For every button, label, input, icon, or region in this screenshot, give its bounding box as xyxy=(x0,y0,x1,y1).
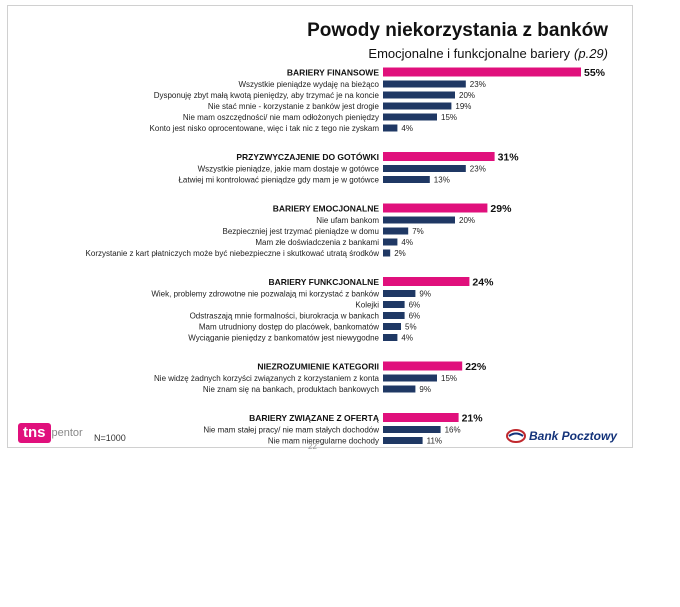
item-label: Nie stać mnie - korzystanie z banków jes… xyxy=(208,102,380,111)
item-value-label: 11% xyxy=(427,437,442,446)
item-label: Mam złe doświadczenia z bankami xyxy=(255,238,379,247)
item-value-label: 2% xyxy=(394,249,406,258)
item-value-label: 19% xyxy=(455,102,471,111)
item-bar xyxy=(383,124,398,132)
item-bar xyxy=(383,176,430,183)
bank-logo-text: Bank Pocztowy xyxy=(529,429,618,443)
page-number: 22 xyxy=(308,442,317,451)
category-bar xyxy=(383,67,581,77)
item-bar xyxy=(383,301,405,308)
item-label: Nie znam się na bankach, produktach bank… xyxy=(203,385,379,394)
category-label: BARIERY FINANSOWE xyxy=(287,68,379,78)
item-label: Nie ufam bankom xyxy=(316,216,379,225)
item-value-label: 13% xyxy=(434,176,450,185)
category-label: BARIERY ZWIĄZANE Z OFERTĄ xyxy=(249,413,379,423)
item-bar xyxy=(383,290,416,297)
category-bar xyxy=(383,413,459,422)
item-label: Odstraszają mnie formalności, biurokracj… xyxy=(190,312,379,321)
item-value-label: 4% xyxy=(401,238,413,247)
item-bar xyxy=(383,249,391,257)
item-value-label: 4% xyxy=(401,334,413,343)
item-value-label: 4% xyxy=(401,124,413,133)
category-bar xyxy=(383,203,488,213)
item-bar xyxy=(383,437,423,444)
subtitle-text: Emocjonalne i funkcjonalne bariery xyxy=(368,46,571,61)
item-value-label: 15% xyxy=(441,113,457,122)
item-label: Korzystanie z kart płatniczych może być … xyxy=(86,249,380,258)
item-value-label: 15% xyxy=(441,374,457,383)
item-value-label: 7% xyxy=(412,227,424,236)
category-label: PRZYZWYCZAJENIE DO GOTÓWKI xyxy=(236,151,379,162)
category-bar xyxy=(383,361,463,371)
category-value-label: 31% xyxy=(498,152,520,164)
item-label: Konto jest nisko oprocentowane, więc i t… xyxy=(150,124,380,133)
item-value-label: 5% xyxy=(405,323,417,332)
category-value-label: 55% xyxy=(584,67,606,79)
item-label: Nie widzę żadnych korzyści związanych z … xyxy=(154,374,380,383)
tns-logo-tail: pentor xyxy=(51,427,83,439)
envelope-icon xyxy=(506,429,526,443)
item-bar xyxy=(383,165,466,172)
item-bar xyxy=(383,312,405,319)
item-label: Nie mam stałej pracy/ nie mam stałych do… xyxy=(203,426,379,435)
category-value-label: 22% xyxy=(465,361,487,373)
page-subtitle: Emocjonalne i funkcjonalne bariery (p.29) xyxy=(368,46,608,61)
item-bar xyxy=(383,426,441,433)
category-label: BARIERY EMOCJONALNE xyxy=(273,204,380,214)
item-bar xyxy=(383,102,452,110)
item-bar xyxy=(383,323,401,330)
tns-pentor-logo: tns pentor xyxy=(18,423,83,443)
item-bar xyxy=(383,80,466,88)
tns-logo-main: tns xyxy=(18,423,51,443)
item-label: Wszystkie pieniądze, jakie mam dostaje w… xyxy=(198,165,380,174)
item-label: Bezpieczniej jest trzymać pieniądze w do… xyxy=(222,227,379,236)
item-bar xyxy=(383,227,409,235)
item-label: Mam utrudniony dostęp do placówek, banko… xyxy=(199,323,379,332)
item-value-label: 20% xyxy=(459,91,475,100)
item-label: Wszystkie pieniądze wydaję na bieżąco xyxy=(238,80,379,89)
category-bar xyxy=(383,152,495,161)
item-label: Łatwiej mi kontrolować pieniądze gdy mam… xyxy=(178,176,379,185)
item-label: Dysponuję zbyt małą kwotą pieniędzy, aby… xyxy=(154,91,380,100)
category-value-label: 29% xyxy=(490,203,512,215)
category-label: BARIERY FUNKCJONALNE xyxy=(268,277,379,287)
item-value-label: 23% xyxy=(470,165,486,174)
item-bar xyxy=(383,385,416,393)
item-bar xyxy=(383,334,398,341)
item-bar xyxy=(383,238,398,246)
bank-pocztowy-logo: Bank Pocztowy xyxy=(506,429,617,443)
item-value-label: 9% xyxy=(419,385,431,394)
item-value-label: 16% xyxy=(445,426,461,435)
item-value-label: 23% xyxy=(470,80,486,89)
category-value-label: 21% xyxy=(462,413,484,425)
item-label: Nie mam oszczędności/ nie mam odłożonych… xyxy=(183,113,379,122)
item-bar xyxy=(383,91,455,99)
item-label: Wyciąganie pieniędzy z bankomatów jest n… xyxy=(188,334,379,343)
item-value-label: 20% xyxy=(459,216,475,225)
item-label: Wiek, problemy zdrowotne nie pozwalają m… xyxy=(151,290,379,299)
item-value-label: 9% xyxy=(419,290,431,299)
category-bar xyxy=(383,277,470,286)
page-title: Powody niekorzystania z banków xyxy=(307,20,608,41)
item-label: Nie mam nieregularne dochody xyxy=(268,437,379,446)
item-value-label: 6% xyxy=(409,312,421,321)
bar-chart: BARIERY FINANSOWE 55% Wszystkie pieniądze … xyxy=(86,67,606,446)
item-label: Kolejki xyxy=(355,301,379,310)
sample-size-note: N=1000 xyxy=(94,433,126,443)
item-bar xyxy=(383,216,455,224)
item-bar xyxy=(383,113,437,121)
item-value-label: 6% xyxy=(409,301,421,310)
slide: Powody niekorzystania z banków Emocjonal… xyxy=(7,5,633,451)
item-bar xyxy=(383,374,437,382)
subtitle-note: (p.29) xyxy=(574,46,608,61)
category-label: NIEZROZUMIENIE KATEGORII xyxy=(257,362,379,372)
category-value-label: 24% xyxy=(472,277,494,289)
